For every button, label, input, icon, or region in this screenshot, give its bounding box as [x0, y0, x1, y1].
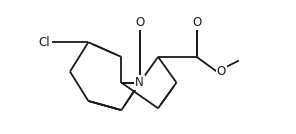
Text: Cl: Cl: [38, 36, 50, 49]
Text: N: N: [135, 76, 144, 89]
Text: O: O: [217, 65, 226, 78]
Text: O: O: [192, 16, 201, 29]
Text: O: O: [135, 16, 144, 29]
